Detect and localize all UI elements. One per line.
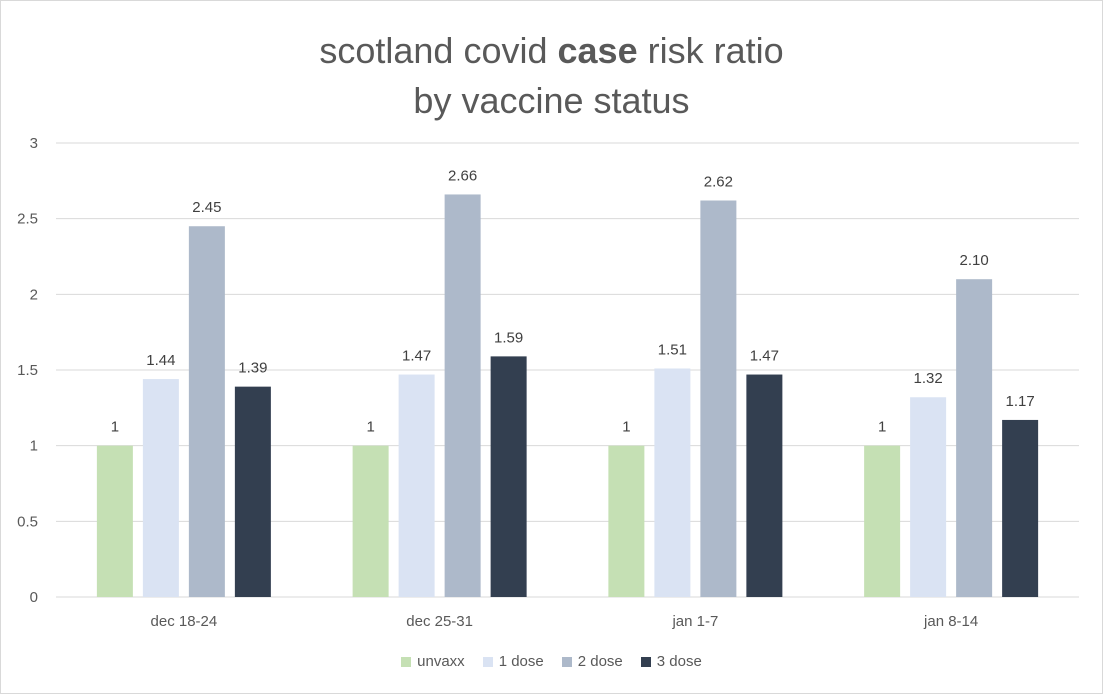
- bar-1-dose-3: [910, 397, 947, 597]
- chart-title-line-2: by vaccine status: [413, 80, 690, 121]
- y-tick-label: 0.5: [17, 513, 38, 530]
- data-label: 1.17: [1006, 393, 1035, 410]
- legend-swatch: [561, 656, 572, 667]
- legend-label: 3 dose: [656, 653, 702, 670]
- data-label: 2.45: [192, 199, 221, 216]
- bar-2-dose-1: [444, 194, 481, 597]
- category-label: dec 25-31: [406, 613, 473, 630]
- bar-2-dose-2: [700, 200, 737, 598]
- data-label: 1.47: [402, 348, 431, 365]
- chart-title-line-1: scotland covid case risk ratio: [0, 26, 1103, 76]
- category-label: dec 18-24: [151, 613, 218, 630]
- legend: unvaxx 1 dose 2 dose 3 dose: [0, 653, 1103, 670]
- data-label: 1.47: [750, 348, 779, 365]
- legend-label: unvaxx: [417, 653, 465, 670]
- y-tick-label: 2: [30, 286, 38, 303]
- category-labels: dec 18-24 dec 25-31 jan 1-7 jan 8-14: [151, 613, 979, 630]
- y-tick-label: 2.5: [17, 211, 38, 228]
- bar-3-dose-3: [1002, 419, 1039, 597]
- data-label: 2.66: [448, 167, 477, 184]
- bar-1-dose-1: [398, 374, 435, 597]
- gridlines: [56, 142, 1079, 598]
- data-label: 1: [622, 419, 630, 436]
- data-label: 1.59: [494, 329, 523, 346]
- bar-unvaxx-3: [864, 445, 901, 597]
- bar-3-dose-0: [234, 386, 271, 597]
- bar-2-dose-0: [188, 226, 225, 597]
- legend-label: 1 dose: [498, 653, 544, 670]
- legend-item-unvaxx: unvaxx: [401, 653, 465, 670]
- y-tick-label: 0: [30, 589, 38, 606]
- data-label: 1: [878, 419, 886, 436]
- bar-1-dose-0: [142, 379, 179, 597]
- data-label: 1.44: [146, 352, 175, 369]
- legend-swatch: [401, 656, 412, 667]
- bars: [96, 194, 1039, 598]
- y-axis-ticks: 0 0.5 1 1.5 2 2.5 3: [17, 135, 38, 606]
- data-label: 2.10: [960, 252, 989, 269]
- data-label: 1: [366, 419, 374, 436]
- category-label: jan 8-14: [923, 613, 978, 630]
- legend-item-1-dose: 1 dose: [482, 653, 544, 670]
- legend-label: 2 dose: [577, 653, 623, 670]
- y-tick-label: 3: [30, 135, 38, 152]
- y-tick-label: 1.5: [17, 362, 38, 379]
- title-text-1: scotland covid: [319, 30, 558, 71]
- chart-title: scotland covid case risk ratio by vaccin…: [0, 26, 1103, 126]
- data-labels: 1 1.44 2.45 1.39 1 1.47 2.66 1.59 1 1.51 2.62 1.47 1…: [111, 167, 1035, 435]
- legend-item-2-dose: 2 dose: [561, 653, 623, 670]
- data-label: 2.62: [704, 174, 733, 191]
- data-label: 1.39: [238, 360, 267, 377]
- bar-2-dose-3: [956, 279, 993, 597]
- legend-item-3-dose: 3 dose: [640, 653, 702, 670]
- title-text-2: risk ratio: [637, 30, 784, 71]
- data-label: 1.51: [658, 341, 687, 358]
- bar-unvaxx-1: [352, 445, 389, 597]
- data-label: 1: [111, 419, 119, 436]
- bar-1-dose-2: [654, 368, 691, 597]
- y-tick-label: 1: [30, 438, 38, 455]
- legend-swatch: [482, 656, 493, 667]
- bar-3-dose-1: [490, 356, 527, 597]
- title-bold-word: case: [557, 30, 638, 71]
- bar-unvaxx-2: [608, 445, 645, 597]
- category-label: jan 1-7: [671, 613, 718, 630]
- bar-3-dose-2: [746, 374, 783, 597]
- data-label: 1.32: [914, 370, 943, 387]
- legend-swatch: [640, 656, 651, 667]
- bar-unvaxx-0: [96, 445, 133, 597]
